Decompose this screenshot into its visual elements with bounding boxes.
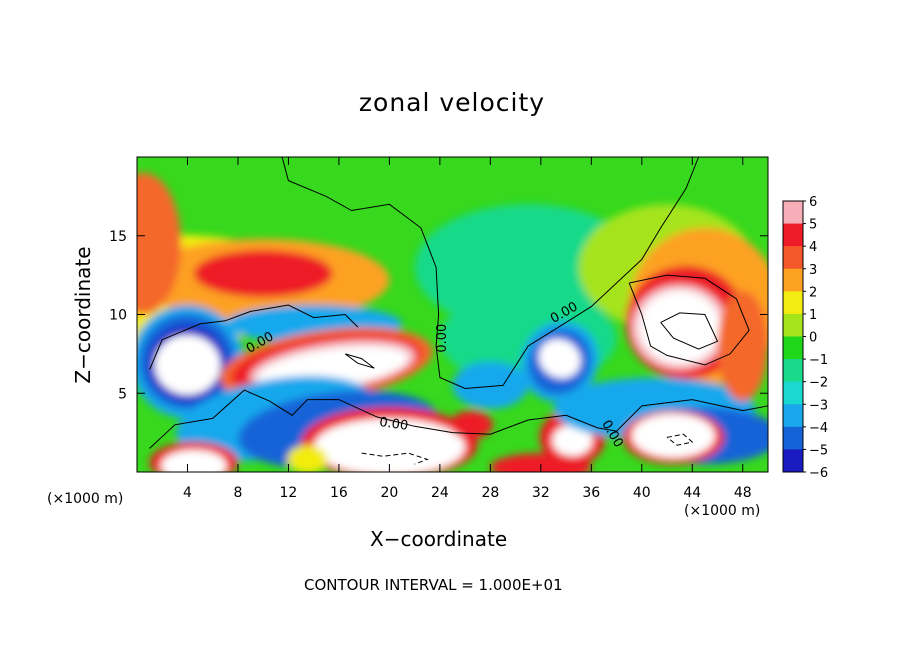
colorbar-label: 1	[809, 308, 817, 323]
colorbar-swatch	[783, 201, 803, 225]
colorbar-swatch	[783, 426, 803, 450]
x-tick-label: 12	[280, 485, 298, 501]
field-band	[137, 172, 182, 315]
field-band	[313, 418, 466, 472]
contour-line	[149, 389, 768, 449]
contour-line-negative	[666, 433, 694, 446]
x-axis: 4 8 12 16 20 24 28 32 36 40 44 48	[183, 157, 752, 501]
field-band	[639, 290, 721, 364]
contour-line	[628, 274, 750, 366]
colorbar: 6 5 4 3 2 1 0 −1 −2 −3 −4 −5 −6	[782, 195, 828, 481]
contour-interval-note: CONTOUR INTERVAL = 1.000E+01	[304, 576, 563, 594]
field-band	[154, 334, 221, 395]
x-tick-label: 8	[233, 485, 242, 501]
x-tick-label: 36	[582, 485, 600, 501]
colorbar-swatch	[783, 381, 803, 405]
y-tick-label: 10	[109, 308, 127, 324]
contour-line	[149, 304, 359, 370]
contour-line	[344, 353, 375, 369]
y-axis-label: Z−coordinate	[71, 246, 95, 384]
x-tick-label: 4	[183, 485, 192, 501]
colorbar-label: −1	[809, 353, 828, 368]
x-tick-label: 40	[633, 485, 651, 501]
velocity-field	[137, 172, 768, 472]
x-unit-label-left: (×1000 m)	[47, 491, 124, 507]
colorbar-swatch	[783, 336, 803, 360]
contour-label: 0.00	[435, 324, 450, 353]
field-band	[631, 413, 715, 458]
colorbar-label: −4	[809, 421, 828, 436]
field-band	[552, 424, 593, 457]
x-tick-label: 32	[532, 485, 550, 501]
field-band	[490, 453, 592, 472]
field-band	[452, 361, 529, 409]
x-axis-label: X−coordinate	[370, 527, 508, 551]
colorbar-swatch	[783, 449, 803, 473]
colorbar-label: 2	[809, 285, 817, 300]
colorbar-swatch	[783, 359, 803, 383]
colorbar-label: 3	[809, 263, 817, 278]
contour-line	[281, 157, 700, 390]
x-tick-label: 20	[380, 485, 398, 501]
contour-lines	[149, 157, 768, 465]
colorbar-swatch	[783, 291, 803, 315]
colorbar-label: −6	[809, 466, 828, 481]
y-tick-label: 5	[118, 386, 127, 402]
colorbar-label: −3	[809, 398, 828, 413]
field-band	[717, 290, 768, 402]
colorbar-label: 5	[809, 218, 817, 233]
colorbar-swatch	[783, 223, 803, 247]
field-band	[414, 204, 642, 331]
x-tick-label: 16	[330, 485, 348, 501]
field-band	[160, 449, 227, 472]
colorbar-label: −2	[809, 376, 828, 391]
field-band	[449, 410, 493, 439]
chart-title: zonal velocity	[358, 88, 546, 117]
contour-line	[660, 312, 719, 350]
colorbar-label: 0	[809, 331, 817, 346]
x-tick-label: 44	[683, 485, 701, 501]
colorbar-label: 4	[809, 240, 817, 255]
x-unit-label-right: (×1000 m)	[684, 503, 761, 519]
field-band	[287, 445, 328, 472]
field-band	[538, 339, 581, 379]
x-tick-label: 48	[734, 485, 752, 501]
contour-label: 0.00	[378, 415, 409, 434]
y-tick-label: 15	[109, 229, 127, 245]
colorbar-swatch	[783, 268, 803, 292]
colorbar-swatch	[783, 313, 803, 337]
colorbar-swatch	[783, 404, 803, 428]
x-tick-label: 28	[481, 485, 499, 501]
colorbar-label: −5	[809, 443, 828, 458]
plot-area	[137, 157, 768, 472]
x-tick-label: 24	[431, 485, 449, 501]
colorbar-swatch	[783, 246, 803, 270]
y-axis: 5 10 15	[109, 229, 768, 402]
colorbar-label: 6	[809, 195, 817, 210]
field-band	[193, 249, 333, 298]
